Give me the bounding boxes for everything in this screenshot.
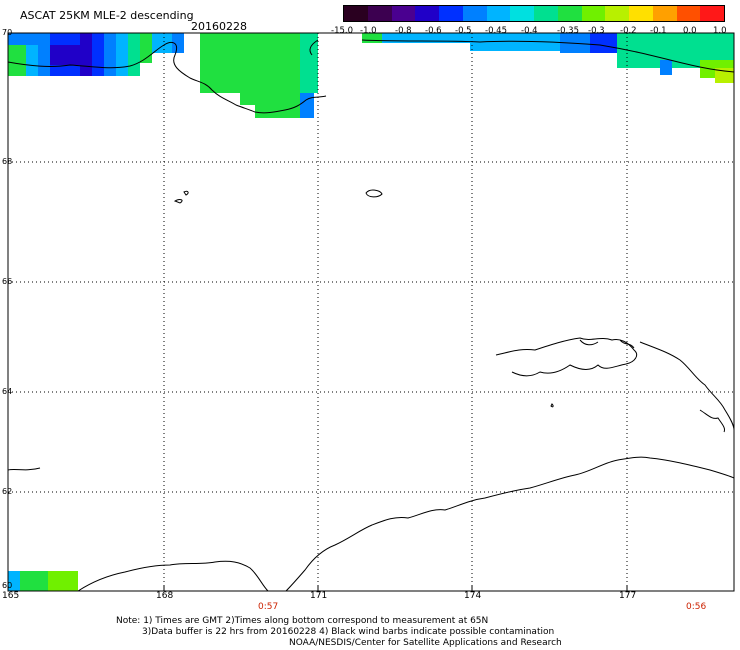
colorbar-label: 0.0 bbox=[683, 26, 697, 36]
colorbar-label: -0.35 bbox=[557, 26, 579, 36]
lon-label: 168 bbox=[156, 591, 174, 601]
colorbar-label: -0.3 bbox=[588, 26, 605, 36]
colorbar-swatch bbox=[391, 6, 416, 21]
colorbar-swatch bbox=[700, 6, 724, 21]
colorbar-swatch bbox=[581, 6, 606, 21]
colorbar-swatch bbox=[605, 6, 629, 21]
lon-ticks bbox=[7, 586, 628, 591]
colorbar-label: -0.6 bbox=[425, 26, 442, 36]
colorbar-swatch bbox=[676, 6, 701, 21]
colorbar-label: -0.1 bbox=[650, 26, 667, 36]
colorbar-swatch bbox=[486, 6, 511, 21]
lat-label: 60 bbox=[2, 581, 13, 590]
colorbar-label: 1.0 bbox=[713, 26, 727, 36]
colorbar-swatch bbox=[415, 6, 439, 21]
colorbar bbox=[343, 5, 725, 22]
time-label: 0:56 bbox=[686, 602, 707, 612]
colorbar-label: -15.0 bbox=[331, 26, 353, 36]
colorbar-swatch bbox=[462, 6, 487, 21]
colorbar-label: -0.4 bbox=[521, 26, 538, 36]
map-date: 20160228 bbox=[191, 20, 247, 33]
map-title: ASCAT 25KM MLE-2 descending bbox=[20, 9, 194, 22]
colorbar-label: -0.2 bbox=[620, 26, 637, 36]
colorbar-label: -1.0 bbox=[360, 26, 377, 36]
lon-label: 174 bbox=[464, 591, 482, 601]
lon-label: 165 bbox=[2, 591, 20, 601]
footer-credit: NOAA/NESDIS/Center for Satellite Applica… bbox=[289, 638, 562, 648]
colorbar-swatch bbox=[534, 6, 558, 21]
lat-label: 70 bbox=[2, 28, 13, 37]
graticule bbox=[8, 33, 734, 591]
colorbar-swatch bbox=[557, 6, 582, 21]
map-frame bbox=[7, 32, 735, 592]
colorbar-swatch bbox=[510, 6, 534, 21]
colorbar-label: -0.45 bbox=[485, 26, 507, 36]
coastline bbox=[7, 39, 735, 592]
lon-label: 177 bbox=[619, 591, 637, 601]
colorbar-swatch bbox=[652, 6, 677, 21]
colorbar-swatch bbox=[439, 6, 463, 21]
footer-note-1: Note: 1) Times are GMT 2)Times along bot… bbox=[116, 616, 489, 626]
colorbar-swatch bbox=[344, 6, 368, 21]
wind-data-swath-south bbox=[8, 571, 78, 591]
time-label: 0:57 bbox=[258, 602, 279, 612]
colorbar-label: -0.8 bbox=[395, 26, 412, 36]
lat-label: 68 bbox=[2, 157, 13, 166]
colorbar-label: -0.5 bbox=[455, 26, 472, 36]
lat-label: 64 bbox=[2, 387, 13, 396]
footer-note-2: 3)Data buffer is 22 hrs from 20160228 4)… bbox=[142, 627, 555, 637]
colorbar-swatch bbox=[629, 6, 653, 21]
lon-label: 171 bbox=[310, 591, 328, 601]
lat-label: 66 bbox=[2, 277, 13, 286]
colorbar-swatch bbox=[367, 6, 392, 21]
lat-label: 62 bbox=[2, 487, 13, 496]
